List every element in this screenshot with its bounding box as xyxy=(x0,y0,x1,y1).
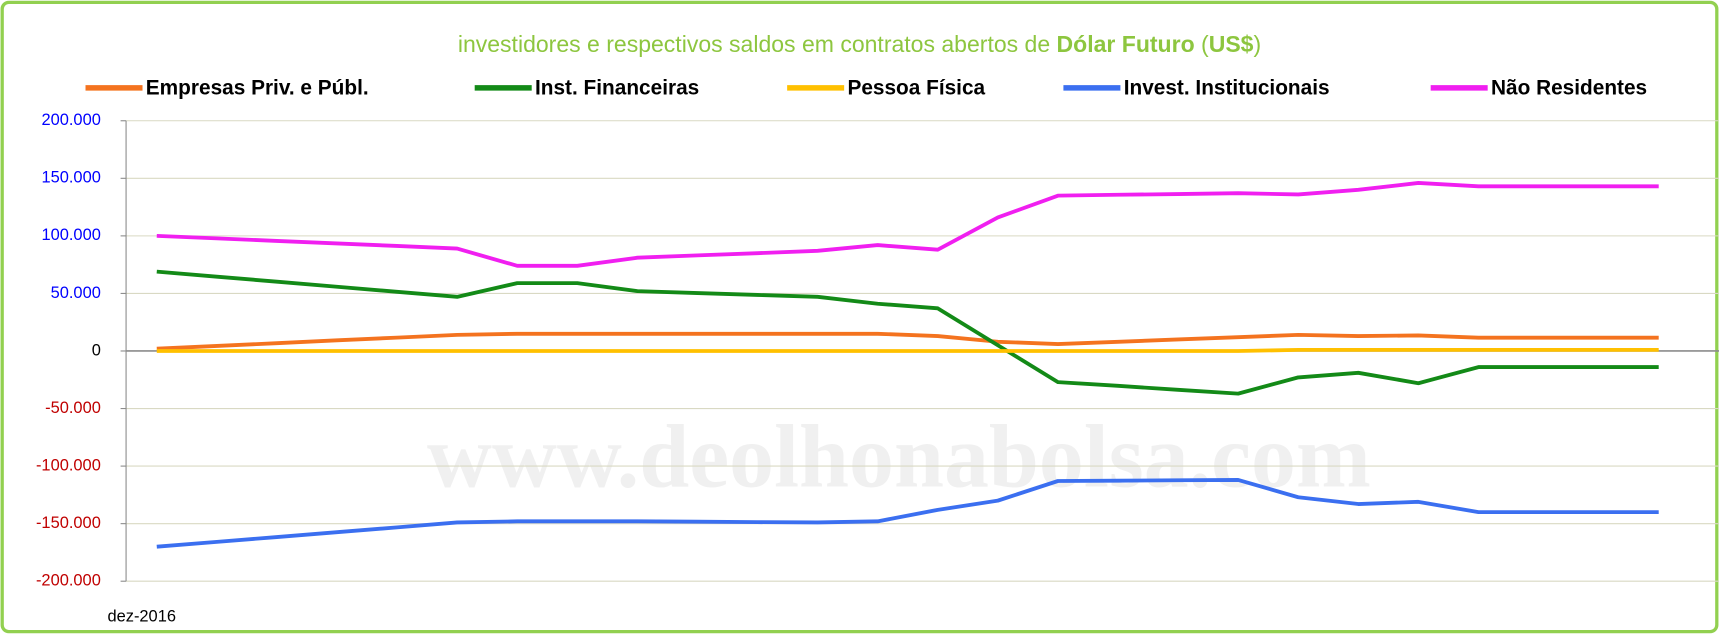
y-tick-label: -100.000 xyxy=(36,456,101,474)
title-part: US$ xyxy=(1209,31,1254,57)
y-tick-label: 100.000 xyxy=(41,226,100,244)
series-line xyxy=(156,181,1659,268)
legend-label: Invest. Institucionais xyxy=(1124,76,1330,99)
y-tick-label: -200.000 xyxy=(36,572,101,590)
y-tick-label: 0 xyxy=(92,341,101,359)
title-part: Dólar Futuro xyxy=(1057,31,1195,57)
series-line xyxy=(156,269,1659,396)
y-tick-label: 50.000 xyxy=(51,284,101,302)
watermark: www.deolhonabolsa.com xyxy=(427,408,1371,507)
y-tick-label: 200.000 xyxy=(41,111,100,129)
title-part: ( xyxy=(1195,31,1209,57)
title-part: investidores e respectivos saldos em con… xyxy=(458,31,1057,57)
title-part: ) xyxy=(1253,31,1261,57)
chart-title: investidores e respectivos saldos em con… xyxy=(458,31,1261,57)
series-line xyxy=(156,477,1659,549)
legend-label: Inst. Financeiras xyxy=(535,76,699,99)
x-tick-label: dez-2016 xyxy=(107,608,176,626)
legend-label: Não Residentes xyxy=(1491,76,1647,99)
series-line xyxy=(156,347,1659,353)
legend-label: Empresas Priv. e Públ. xyxy=(146,76,369,99)
legend-label: Pessoa Física xyxy=(847,76,985,99)
y-tick-label: -150.000 xyxy=(36,514,101,532)
y-tick-label: -50.000 xyxy=(45,399,101,417)
y-tick-label: 150.000 xyxy=(41,169,100,187)
series-line xyxy=(156,331,1659,351)
